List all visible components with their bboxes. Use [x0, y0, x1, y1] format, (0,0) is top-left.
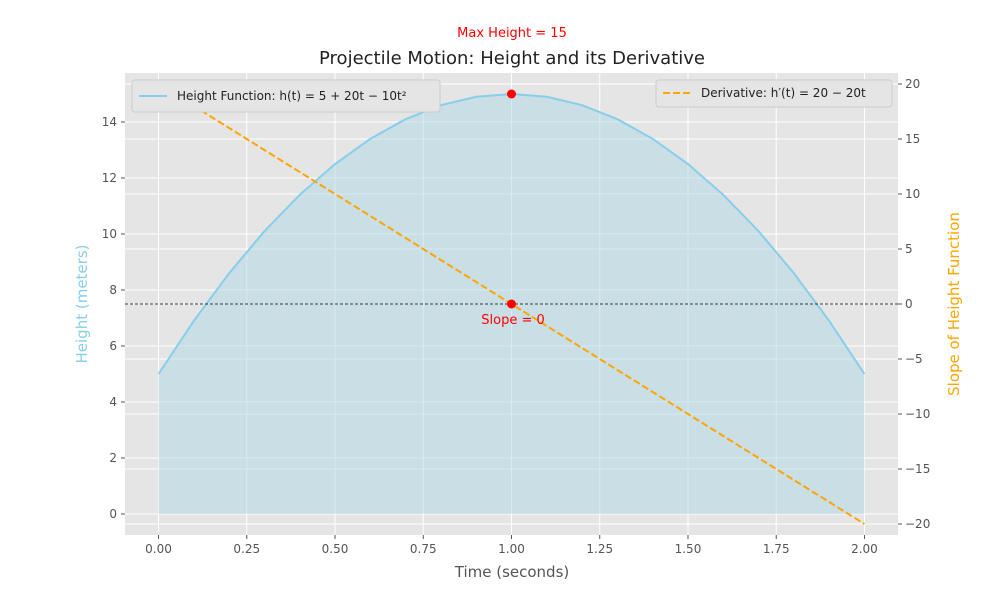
- y-left-axis-title: Height (meters): [73, 245, 91, 364]
- x-tick-label-2: 0.50: [322, 542, 349, 556]
- slope-annotation: Slope = 0: [481, 313, 545, 328]
- legend-derivative-label: Derivative: h′(t) = 20 − 20t: [701, 86, 866, 100]
- legend-derivative: Derivative: h′(t) = 20 − 20t: [656, 80, 892, 107]
- x-tick-label-0: 0.00: [145, 542, 172, 556]
- y-right-tick-label-2: −10: [905, 407, 930, 421]
- chart-title: Projectile Motion: Height and its Deriva…: [319, 48, 705, 69]
- y-right-tick-label-7: 15: [905, 132, 920, 146]
- y-left-tick-label-4: 8: [109, 283, 117, 297]
- legend-height: Height Function: h(t) = 5 + 20t − 10t²: [132, 80, 440, 112]
- x-tick-label-1: 0.25: [233, 542, 260, 556]
- x-tick-label-6: 1.50: [675, 542, 702, 556]
- x-tick-label-7: 1.75: [763, 542, 790, 556]
- y-right-axis-title: Slope of Height Function: [945, 212, 963, 396]
- y-right-tick-label-4: 0: [905, 297, 913, 311]
- y-right-tick-label-0: −20: [905, 517, 930, 531]
- y-left-tick-label-1: 2: [109, 451, 117, 465]
- x-tick-label-4: 1.00: [498, 542, 525, 556]
- y-left-tick-label-6: 12: [102, 171, 117, 185]
- y-left-tick-label-2: 4: [109, 395, 117, 409]
- y-right-tick-label-3: −5: [905, 352, 923, 366]
- legend-height-label: Height Function: h(t) = 5 + 20t − 10t²: [177, 89, 407, 103]
- y-right-tick-label-6: 10: [905, 187, 920, 201]
- max-height-point: [507, 90, 516, 99]
- x-tick-label-8: 2.00: [851, 542, 878, 556]
- x-axis-title: Time (seconds): [454, 563, 570, 581]
- x-tick-label-3: 0.75: [410, 542, 437, 556]
- y-left-tick-label-3: 6: [109, 339, 117, 353]
- zero-slope-point: [507, 300, 516, 309]
- x-tick-label-5: 1.25: [586, 542, 613, 556]
- y-right-tick-label-1: −15: [905, 462, 930, 476]
- y-left-tick-label-5: 10: [102, 227, 117, 241]
- y-right-tick-label-8: 20: [905, 77, 920, 91]
- max-height-annotation: Max Height = 15: [457, 26, 567, 41]
- y-left-tick-label-0: 0: [109, 507, 117, 521]
- y-left-tick-label-7: 14: [102, 115, 117, 129]
- y-right-tick-label-5: 5: [905, 242, 913, 256]
